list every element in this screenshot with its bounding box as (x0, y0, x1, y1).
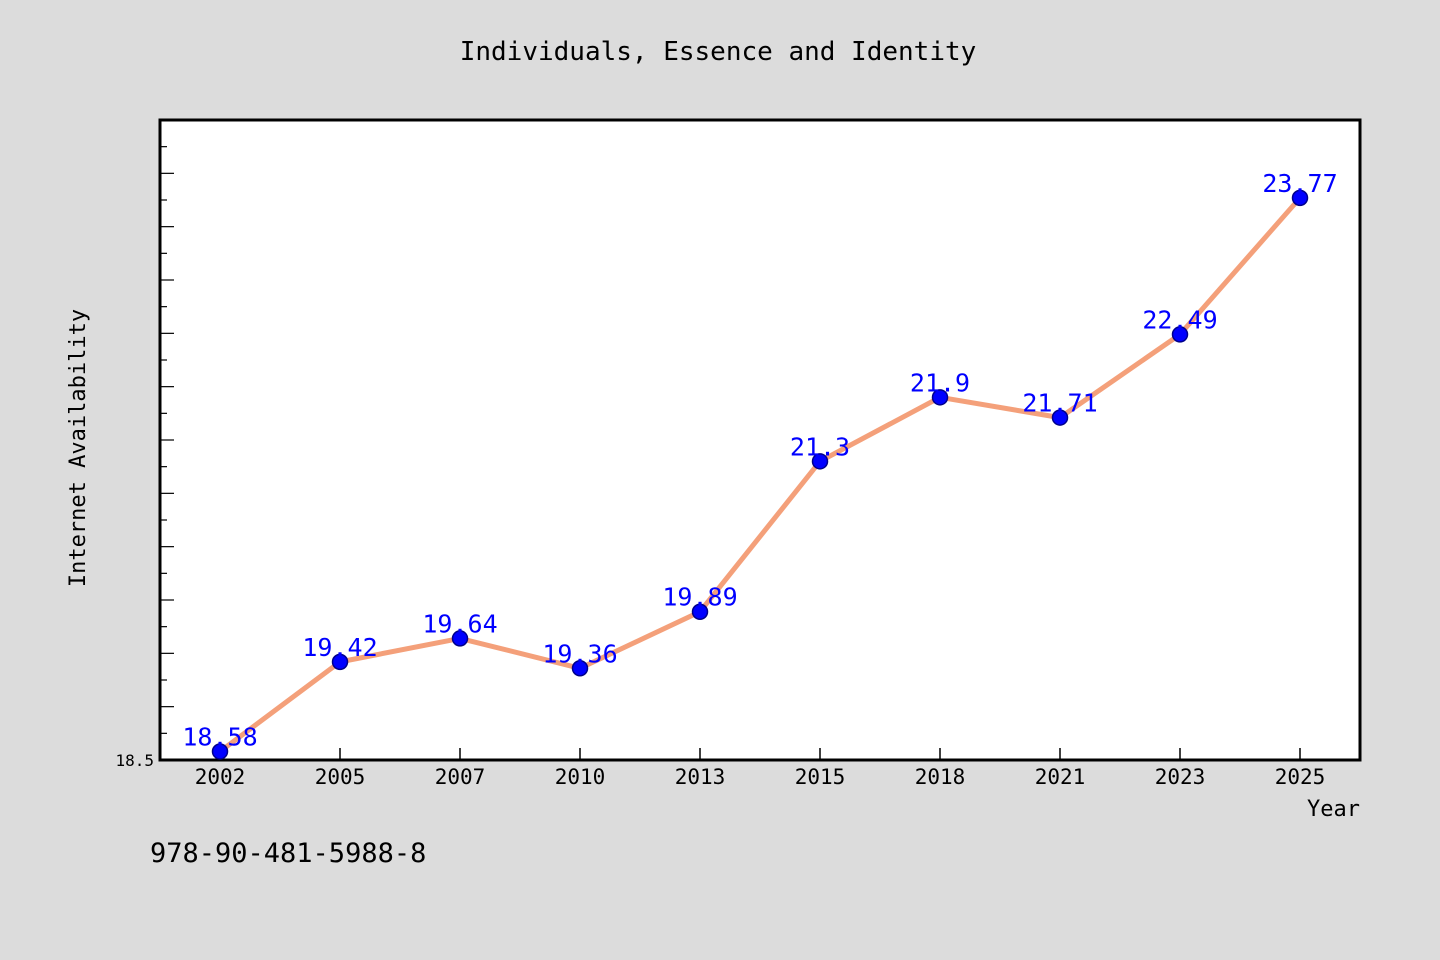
x-tick-label: 2015 (795, 765, 846, 789)
data-label: 21.9 (910, 368, 970, 397)
data-point-marker (1051, 409, 1069, 426)
x-tick-label: 2025 (1275, 765, 1326, 789)
y-axis-tick-labels: 18.5 (115, 751, 154, 770)
data-label: 22.49 (1142, 305, 1217, 334)
x-tick-label: 2018 (915, 765, 966, 789)
data-labels: 18.58 19.42 19.64 19.36 19.89 21.3 21.9 21.71 22… (182, 169, 1337, 752)
data-point-marker (931, 389, 949, 406)
data-point-marker (811, 453, 829, 470)
data-point-marker (1171, 326, 1189, 343)
x-tick-label: 2023 (1155, 765, 1206, 789)
data-label: 19.36 (542, 639, 617, 668)
x-tick-label: 2005 (315, 765, 366, 789)
data-point-marker (1291, 189, 1309, 207)
series-line (217, 195, 1303, 754)
data-label: 21.71 (1022, 389, 1097, 418)
x-tick-label: 2021 (1035, 765, 1086, 789)
plot-area (160, 120, 1360, 760)
data-label: 19.64 (422, 609, 497, 638)
x-tick-label: 2007 (435, 765, 486, 789)
x-axis-tick-labels: 2002 2005 2007 2010 2013 2015 2018 2021 2023 2025 (195, 765, 1326, 789)
y-tick-label: 18.5 (115, 751, 154, 770)
data-point-marker (451, 630, 469, 647)
data-label: 23.77 (1262, 169, 1337, 198)
y-axis-title: Internet Availability (66, 309, 91, 587)
x-tick-label: 2002 (195, 765, 246, 789)
x-axis-title: Year (1307, 797, 1360, 822)
data-point-marker (691, 603, 709, 620)
data-label: 18.58 (182, 722, 257, 751)
footnote-isbn: 978-90-481-5988-8 (150, 838, 426, 869)
x-tick-label: 2013 (675, 765, 726, 789)
data-label: 21.3 (790, 432, 850, 461)
x-tick-label: 2010 (555, 765, 606, 789)
chart-title: Individuals, Essence and Identity (460, 37, 977, 67)
plot-frame (158, 118, 1362, 762)
data-label: 19.89 (662, 583, 737, 612)
data-label: 19.42 (302, 633, 377, 662)
data-point-marker (571, 660, 589, 677)
data-point-marker (211, 743, 229, 760)
y-axis-ticks (160, 146, 174, 734)
data-point-marker (331, 653, 349, 671)
data-markers (211, 189, 1309, 760)
